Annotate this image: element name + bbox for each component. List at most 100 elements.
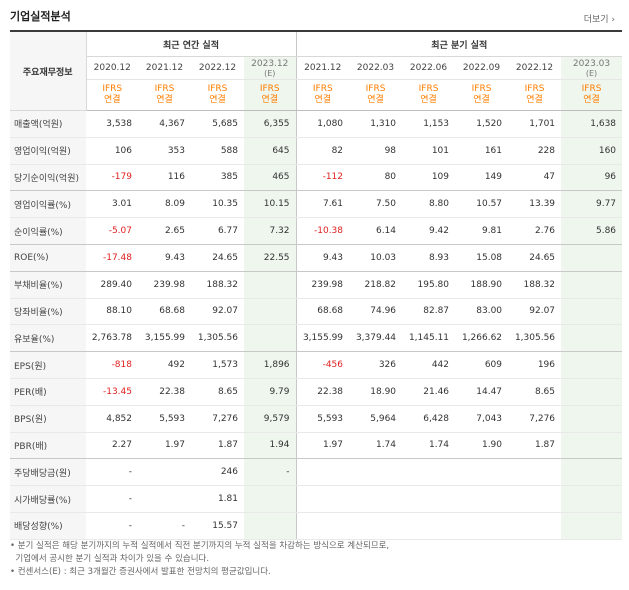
table-cell: -: [86, 458, 138, 487]
table-cell: [561, 405, 623, 433]
table-cell: 8.09: [138, 190, 191, 219]
table-cell: 289.40: [86, 271, 138, 299]
table-row: 매출액(억원) 3,538 4,367 5,685 6,355 1,080 1,310 1,1…: [10, 110, 623, 138]
row-label: 당좌비율(%): [10, 298, 86, 326]
table-cell: 2.65: [138, 217, 191, 245]
period-header: 2021.12: [138, 56, 191, 80]
financial-table: 주요재무정보 최근 연간 실적 최근 분기 실적 2020.12 2021.12 2…: [10, 30, 623, 540]
period-label: 2020.12: [93, 63, 131, 73]
table-cell: 24.65: [191, 244, 244, 272]
basis-label: 연결: [103, 95, 121, 105]
table-cell: 5,964: [349, 405, 403, 433]
period-label: 2022.12: [515, 63, 554, 73]
table-cell: 18.90: [349, 378, 403, 406]
table-cell: 9,579: [244, 405, 297, 433]
table-cell: 14.47: [455, 378, 509, 406]
table-cell: 15.08: [455, 244, 509, 272]
table-cell: 385: [191, 164, 244, 192]
table-cell: [349, 512, 403, 540]
row-label: 영업이익(억원): [10, 137, 86, 165]
period-header: 2021.12: [296, 56, 350, 80]
table-cell: [561, 378, 623, 406]
table-cell: [455, 458, 509, 487]
table-cell: [349, 458, 403, 487]
table-cell: [244, 512, 297, 540]
table-cell: 82: [296, 137, 350, 165]
table-cell: 68.68: [138, 298, 191, 326]
table-cell: [508, 512, 562, 540]
table-cell: [508, 485, 562, 513]
table-cell: 15.57: [191, 512, 244, 540]
table-cell: -: [244, 458, 297, 487]
table-cell: 92.07: [508, 298, 562, 326]
table-cell: 246: [191, 458, 244, 487]
table-cell: [561, 324, 623, 353]
table-cell: 5,593: [138, 405, 191, 433]
quarter-group-header: 최근 분기 실적: [296, 30, 623, 57]
table-cell: 1.87: [191, 432, 244, 460]
table-cell: 2.76: [508, 217, 562, 245]
basis-label: 연결: [420, 95, 437, 105]
table-row: 유보율(%) 2,763.78 3,155.99 1,305.56 3,155.99 3,…: [10, 324, 623, 353]
table-cell: -17.48: [86, 244, 138, 272]
row-label-header: 주요재무정보: [10, 30, 87, 111]
period-header: 2022.09: [455, 56, 509, 80]
table-cell: [455, 512, 509, 540]
ifrs-label: IFRS: [154, 84, 175, 94]
table-cell: [561, 458, 623, 487]
table-cell: 24.65: [508, 244, 562, 272]
row-label: 시가배당률(%): [10, 485, 86, 513]
footnote-3: • 컨센서스(E) : 최근 3개월간 증권사에서 발표한 전망치의 평균값입니…: [10, 567, 271, 577]
table-cell: 9.79: [244, 378, 297, 406]
ifrs-label: IFRS: [581, 84, 602, 94]
annual-group-header: 최근 연간 실적: [86, 30, 297, 57]
table-cell: 239.98: [296, 271, 350, 299]
table-cell: 1,638: [561, 110, 623, 138]
period-label: 2023.12: [251, 58, 289, 69]
table-cell: 188.90: [455, 271, 509, 299]
table-row: BPS(원) 4,852 5,593 7,276 9,579 5,593 5,964 6,42…: [10, 405, 623, 433]
table-cell: 218.82: [349, 271, 403, 299]
table-cell: 8.93: [402, 244, 456, 272]
row-label: 유보율(%): [10, 324, 86, 353]
table-cell: 5,593: [296, 405, 350, 433]
more-link[interactable]: 더보기 ›: [583, 15, 615, 25]
table-row: 배당성향(%) - -15.57: [10, 512, 623, 540]
table-cell: 80: [349, 164, 403, 192]
table-cell: 1.97: [138, 432, 191, 460]
table-cell: [561, 351, 623, 379]
row-label: 당기순이익(억원): [10, 164, 86, 192]
ifrs-label: IFRS: [524, 84, 545, 94]
table-cell: [561, 485, 623, 513]
table-cell: [561, 244, 623, 272]
table-cell: 3,538: [86, 110, 138, 138]
table-cell: [296, 485, 350, 513]
table-cell: [244, 324, 297, 353]
basis-header: IFRS 연결: [296, 79, 350, 111]
table-cell: 1,701: [508, 110, 562, 138]
table-cell: [296, 512, 350, 540]
table-cell: 7,276: [508, 405, 562, 433]
table-cell: -818: [86, 351, 138, 379]
table-cell: -112: [296, 164, 350, 192]
basis-label: 연결: [367, 95, 384, 105]
table-cell: 21.46: [402, 378, 456, 406]
period-header: 2022.12: [508, 56, 562, 80]
table-cell: 83.00: [455, 298, 509, 326]
table-cell: 47: [508, 164, 562, 192]
table-row: 영업이익률(%) 3.01 8.09 10.35 10.15 7.61 7.50 8.80 10…: [10, 190, 623, 219]
table-row: 순이익률(%) -5.07 2.65 6.77 7.32 -10.38 6.14 9.42 9.…: [10, 217, 623, 245]
table-cell: [138, 458, 191, 487]
table-cell: 1.94: [244, 432, 297, 460]
table-cell: 106: [86, 137, 138, 165]
table-cell: 13.39: [508, 190, 562, 219]
table-cell: 188.32: [191, 271, 244, 299]
row-label: 영업이익률(%): [10, 190, 86, 219]
table-cell: 1,153: [402, 110, 456, 138]
period-header: 2022.12: [191, 56, 244, 80]
table-cell: -5.07: [86, 217, 138, 245]
table-cell: 588: [191, 137, 244, 165]
row-label: 부채비율(%): [10, 271, 86, 299]
table-cell: [455, 485, 509, 513]
table-cell: 645: [244, 137, 297, 165]
